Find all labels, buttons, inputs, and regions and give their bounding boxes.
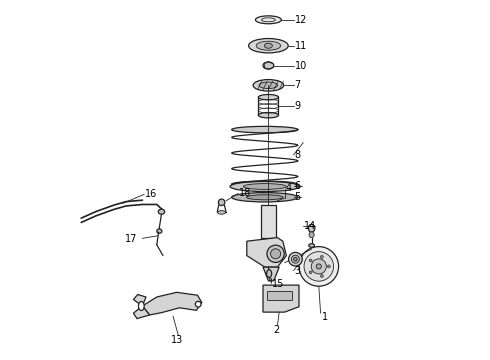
Ellipse shape bbox=[157, 229, 162, 233]
Ellipse shape bbox=[253, 80, 284, 91]
Ellipse shape bbox=[320, 255, 323, 258]
Ellipse shape bbox=[255, 16, 281, 24]
Ellipse shape bbox=[232, 126, 298, 133]
Polygon shape bbox=[143, 292, 202, 315]
Ellipse shape bbox=[243, 184, 286, 189]
Ellipse shape bbox=[196, 301, 201, 307]
Text: 11: 11 bbox=[294, 41, 307, 51]
Polygon shape bbox=[133, 294, 146, 306]
Ellipse shape bbox=[308, 224, 315, 232]
Text: 5: 5 bbox=[294, 192, 301, 202]
Ellipse shape bbox=[304, 252, 334, 281]
Text: 4: 4 bbox=[286, 183, 292, 193]
Text: 2: 2 bbox=[273, 325, 279, 336]
Ellipse shape bbox=[258, 112, 278, 118]
Ellipse shape bbox=[263, 62, 274, 69]
Polygon shape bbox=[133, 306, 149, 319]
Text: 12: 12 bbox=[294, 15, 307, 25]
Ellipse shape bbox=[309, 259, 312, 262]
Ellipse shape bbox=[218, 211, 225, 214]
Ellipse shape bbox=[289, 252, 302, 266]
Ellipse shape bbox=[294, 257, 297, 261]
Ellipse shape bbox=[309, 244, 315, 247]
Ellipse shape bbox=[316, 264, 321, 269]
Bar bbox=[261, 205, 275, 238]
Ellipse shape bbox=[158, 209, 165, 214]
Ellipse shape bbox=[270, 249, 281, 259]
Ellipse shape bbox=[309, 271, 312, 274]
Text: 14: 14 bbox=[304, 221, 316, 231]
Ellipse shape bbox=[219, 199, 225, 206]
Text: 13: 13 bbox=[171, 335, 183, 345]
Ellipse shape bbox=[232, 181, 298, 188]
Polygon shape bbox=[263, 267, 279, 281]
Ellipse shape bbox=[258, 95, 278, 100]
Ellipse shape bbox=[230, 181, 299, 192]
Text: 1: 1 bbox=[321, 312, 328, 322]
Ellipse shape bbox=[299, 247, 339, 286]
Ellipse shape bbox=[309, 232, 314, 238]
Text: 8: 8 bbox=[294, 150, 301, 160]
Ellipse shape bbox=[292, 255, 299, 263]
Text: 6: 6 bbox=[294, 181, 301, 192]
Text: 10: 10 bbox=[294, 60, 307, 71]
Bar bbox=[267, 292, 292, 300]
Ellipse shape bbox=[265, 43, 272, 48]
Text: 3: 3 bbox=[294, 266, 301, 276]
Ellipse shape bbox=[256, 41, 281, 50]
Text: 7: 7 bbox=[294, 80, 301, 90]
Ellipse shape bbox=[139, 302, 144, 310]
Text: 17: 17 bbox=[124, 234, 137, 244]
Text: 16: 16 bbox=[145, 189, 157, 199]
Ellipse shape bbox=[267, 245, 284, 262]
Text: 9: 9 bbox=[294, 101, 301, 111]
Ellipse shape bbox=[311, 259, 326, 274]
Polygon shape bbox=[263, 285, 299, 312]
Polygon shape bbox=[247, 238, 286, 267]
Ellipse shape bbox=[327, 265, 330, 268]
Text: 18: 18 bbox=[239, 188, 251, 198]
Ellipse shape bbox=[248, 39, 288, 53]
Text: 15: 15 bbox=[272, 279, 284, 289]
Ellipse shape bbox=[232, 193, 298, 202]
Ellipse shape bbox=[246, 195, 283, 200]
Ellipse shape bbox=[320, 275, 323, 278]
Ellipse shape bbox=[259, 82, 278, 89]
Ellipse shape bbox=[267, 270, 271, 278]
